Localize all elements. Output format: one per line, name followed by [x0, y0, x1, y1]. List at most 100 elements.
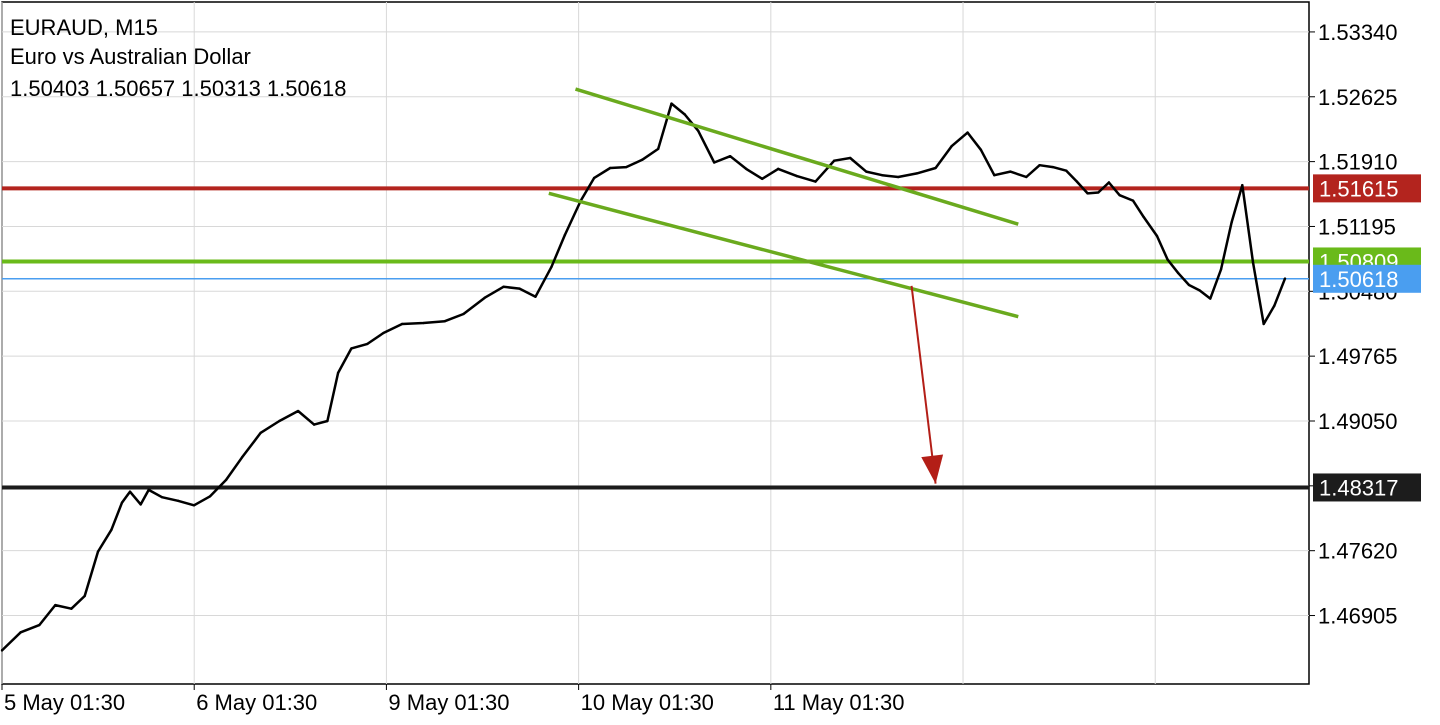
- price-point: [608, 166, 612, 170]
- time-axis[interactable]: 5 May 01:30 6 May 01:30 9 May 01:30 10 May …: [1, 684, 905, 715]
- price-point: [1198, 289, 1201, 292]
- price-point: [518, 287, 521, 290]
- y-tick-label: 1.53340: [1318, 20, 1398, 45]
- price-point: [563, 233, 567, 237]
- x-tick-label: 5 May 01:30: [4, 690, 125, 715]
- price-tag-target: [1313, 473, 1421, 502]
- price-point: [1187, 283, 1191, 287]
- price-point: [422, 321, 425, 325]
- price-point: [1262, 322, 1265, 326]
- price-point: [979, 148, 983, 152]
- price-point: [950, 144, 953, 148]
- price-point: [96, 550, 100, 553]
- price-point: [849, 156, 852, 160]
- price-tag-current-price: [1313, 264, 1421, 293]
- price-point: [350, 347, 353, 350]
- price-point: [19, 631, 22, 634]
- price-point: [1097, 191, 1100, 194]
- price-point: [312, 423, 316, 426]
- x-tick-label: 9 May 01:30: [388, 690, 509, 715]
- ohlc-values: 1.50403 1.50657 1.50313 1.50618: [10, 76, 347, 101]
- symbol-description: Euro vs Australian Dollar: [10, 44, 251, 69]
- price-point: [934, 166, 937, 170]
- price-point: [208, 495, 212, 498]
- price-point: [1051, 165, 1055, 169]
- y-tick-label: 1.49765: [1318, 344, 1398, 369]
- price-point: [110, 528, 113, 532]
- projection-arrow-layer: [910, 285, 944, 484]
- price-tag-label: 1.48317: [1319, 475, 1399, 500]
- channel-lower-line[interactable]: [548, 191, 1019, 319]
- y-tick-label: 1.51910: [1318, 150, 1398, 175]
- price-point: [683, 113, 687, 116]
- price-point: [1251, 261, 1255, 264]
- price-point: [670, 102, 673, 105]
- price-point: [1219, 268, 1223, 271]
- price-point: [656, 147, 660, 151]
- price-point: [1086, 192, 1089, 195]
- price-point: [534, 295, 537, 298]
- price-point: [592, 176, 596, 180]
- price-point: [1107, 181, 1111, 184]
- price-tag-resistance: [1313, 174, 1421, 203]
- price-point: [1009, 170, 1012, 173]
- price-point: [70, 607, 73, 610]
- price-point: [760, 177, 764, 181]
- price-point: [814, 180, 817, 183]
- price-point: [776, 167, 780, 171]
- price-point: [0, 649, 4, 652]
- price-point: [744, 167, 748, 171]
- price-point: [1155, 234, 1159, 238]
- price-point: [120, 501, 124, 504]
- y-tick-label: 1.49050: [1318, 409, 1398, 434]
- price-point: [366, 342, 369, 346]
- price-point: [1075, 180, 1079, 183]
- price-series-layer: [0, 102, 1287, 652]
- price-tag-label: 1.50618: [1319, 267, 1399, 292]
- price-point: [1166, 258, 1169, 261]
- price-point: [502, 285, 505, 288]
- channel-lines: [548, 87, 1019, 319]
- y-tick-label: 1.46905: [1318, 604, 1398, 629]
- price-point: [833, 159, 836, 162]
- price-point: [147, 488, 150, 492]
- x-tick-label: 10 May 01:30: [581, 690, 714, 715]
- price-point: [696, 129, 700, 132]
- price-point: [259, 431, 262, 434]
- price-point: [38, 623, 41, 627]
- price-point: [550, 265, 553, 269]
- price-point: [1065, 169, 1068, 172]
- plot-area: [1, 1, 1310, 685]
- price-point: [1283, 277, 1287, 280]
- price-point: [54, 603, 57, 607]
- price-point: [176, 499, 180, 503]
- price-point: [326, 419, 329, 423]
- symbol-timeframe-label: EURAUD, M15: [10, 15, 158, 40]
- price-point: [400, 322, 404, 326]
- price-point: [382, 331, 385, 335]
- y-tick-label: 1.47620: [1318, 539, 1398, 564]
- price-point: [1230, 221, 1233, 224]
- x-tick-label: 6 May 01:30: [196, 690, 317, 715]
- price-point: [160, 495, 164, 499]
- channel-upper-line[interactable]: [574, 87, 1019, 226]
- price-point: [640, 158, 644, 162]
- price-point: [795, 174, 799, 178]
- projection-arrow-shaft[interactable]: [910, 285, 937, 484]
- price-point: [278, 419, 281, 423]
- price-point: [728, 154, 732, 158]
- price-point: [483, 296, 486, 299]
- price-point: [462, 312, 465, 316]
- price-point: [865, 170, 868, 173]
- price-point: [443, 320, 446, 323]
- y-tick-label: 1.51195: [1318, 214, 1396, 239]
- price-tag-label: 1.51615: [1319, 176, 1399, 201]
- price-point: [1273, 304, 1276, 308]
- price-point: [1142, 215, 1145, 219]
- price-point: [993, 174, 996, 177]
- price-axis[interactable]: 1.533401.526251.519101.511951.504801.497…: [1309, 20, 1398, 629]
- y-tick-label: 1.52625: [1318, 85, 1398, 110]
